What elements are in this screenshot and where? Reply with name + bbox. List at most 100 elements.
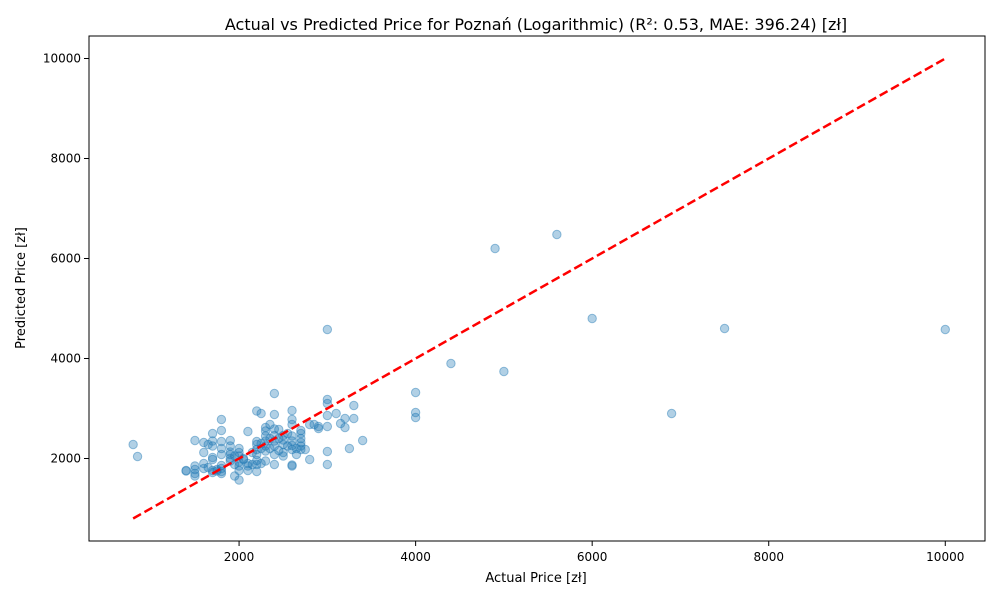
data-point: [322, 410, 333, 421]
data-point: [243, 465, 253, 476]
x-tick-label: 4000: [400, 550, 431, 564]
data-point: [234, 465, 244, 476]
data-point: [234, 447, 244, 458]
y-tick-label: 10000: [43, 52, 81, 66]
data-point: [216, 449, 227, 460]
data-point: [260, 431, 271, 441]
data-point: [499, 366, 509, 377]
data-point: [313, 423, 324, 434]
data-point: [252, 449, 262, 460]
data-point: [265, 443, 275, 454]
data-point: [132, 451, 143, 462]
data-point: [190, 468, 200, 479]
data-point: [269, 459, 280, 470]
data-point: [256, 408, 266, 419]
data-point: [207, 428, 218, 439]
data-point: [304, 454, 315, 465]
data-point: [207, 441, 218, 451]
data-point: [207, 454, 218, 465]
data-point: [296, 444, 306, 455]
data-point: [181, 465, 191, 476]
data-point: [287, 405, 297, 416]
data-point: [322, 324, 333, 335]
data-point: [287, 460, 297, 470]
data-point: [291, 449, 302, 460]
data-point: [225, 441, 235, 451]
data-point: [287, 444, 297, 455]
data-point: [252, 406, 262, 416]
data-point: [278, 435, 288, 445]
data-point: [243, 426, 253, 437]
data-point: [296, 437, 306, 448]
data-point: [203, 462, 213, 473]
y-tick-label: 6000: [50, 252, 81, 266]
data-point: [265, 419, 275, 430]
data-point: [269, 441, 280, 451]
data-point: [446, 358, 456, 369]
data-point: [216, 414, 227, 425]
x-tick-label: 8000: [753, 550, 784, 564]
data-point: [322, 446, 333, 457]
data-point: [181, 466, 191, 476]
data-point: [216, 443, 227, 454]
data-point: [666, 408, 677, 419]
data-point: [216, 468, 227, 479]
data-point: [269, 449, 280, 460]
data-point: [410, 387, 421, 398]
data-point: [234, 461, 244, 471]
data-point: [940, 324, 950, 335]
data-point: [274, 445, 284, 456]
data-point: [287, 431, 297, 441]
data-point: [190, 471, 200, 481]
data-point: [296, 428, 306, 439]
data-point: [278, 451, 288, 461]
data-point: [225, 456, 235, 466]
x-axis-label: Actual Price [zł]: [485, 571, 586, 586]
data-point: [552, 229, 562, 240]
data-point: [216, 436, 227, 447]
data-point: [349, 400, 359, 411]
data-point: [203, 439, 213, 450]
data-point: [199, 463, 209, 474]
data-point: [199, 437, 209, 448]
data-point: [287, 436, 297, 446]
data-point: [296, 425, 306, 436]
data-point: [410, 412, 421, 423]
data-point: [234, 443, 244, 454]
data-point: [243, 461, 253, 471]
x-tick-label: 2000: [224, 550, 255, 564]
plot-frame: [88, 35, 986, 542]
data-point: [287, 414, 297, 425]
y-tick-label: 2000: [50, 452, 81, 466]
data-point: [322, 459, 333, 470]
data-point: [309, 419, 319, 430]
data-point: [331, 408, 341, 419]
data-point: [190, 464, 200, 475]
data-point: [490, 243, 500, 254]
x-axis: 2000 4000 6000 8000 10000: [224, 541, 964, 564]
data-point: [252, 455, 262, 466]
data-point: [349, 413, 359, 424]
data-point: [335, 418, 346, 429]
data-point: [410, 407, 421, 418]
data-point: [216, 425, 227, 436]
data-point: [207, 436, 218, 446]
y-tick-label: 4000: [50, 352, 81, 366]
data-point: [260, 446, 271, 456]
data-point: [229, 471, 240, 481]
data-point: [247, 459, 258, 470]
data-point: [256, 458, 266, 469]
points-layer: [128, 229, 950, 485]
y-tick-label: 8000: [50, 152, 81, 166]
data-point: [304, 419, 315, 430]
data-point: [296, 433, 306, 444]
data-point: [291, 443, 302, 454]
data-point: [190, 461, 200, 471]
data-point: [313, 421, 324, 432]
data-point: [300, 444, 310, 455]
data-point: [225, 449, 235, 460]
x-tick-label: 10000: [926, 550, 964, 564]
data-point: [344, 443, 355, 454]
data-point: [243, 458, 253, 469]
